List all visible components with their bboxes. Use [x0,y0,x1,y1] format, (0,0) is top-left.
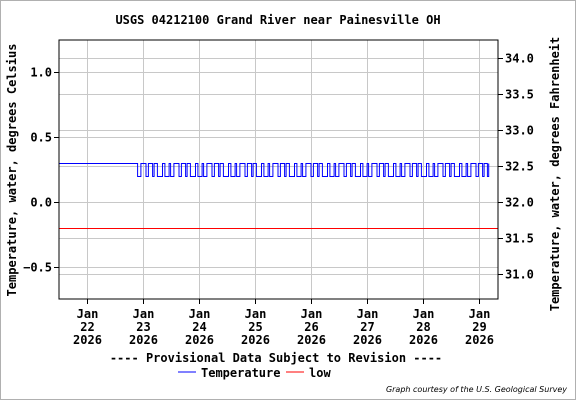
y-tick-label: 0.5 [30,131,52,145]
x-tick-label: Jan [469,307,491,321]
y2-tick-label: 34.0 [505,52,534,66]
x-tick-label: 22 [80,320,94,334]
y-tick-label: 0.0 [30,196,52,210]
x-tick-label: Jan [301,307,323,321]
x-axis: Jan222026Jan232026Jan242026Jan252026Jan2… [73,299,494,347]
provisional-notice: ---- Provisional Data Subject to Revisio… [110,351,442,365]
y-tick-label: 1.0 [30,66,52,80]
y-axis-right: 34.0 33.5 33.0 32.5 32.0 31.5 31.0 [498,52,534,282]
y-axis-label: Temperature, water, degrees Celsius [5,44,19,297]
x-tick-label: 2026 [185,333,214,347]
x-tick-label: 2026 [409,333,438,347]
legend: Temperature low [178,366,331,380]
x-tick-label: Jan [133,307,155,321]
y-axis-left: 1.0 0.5 0.0 −0.5 [23,66,59,275]
x-tick-label: Jan [245,307,267,321]
x-tick-label: 2026 [297,333,326,347]
grid-lines [59,40,498,299]
y2-tick-label: 31.0 [505,268,534,282]
x-tick-label: 2026 [129,333,158,347]
legend-label-temperature: Temperature [201,366,280,380]
y-tick-label: −0.5 [23,261,52,275]
x-tick-label: 29 [472,320,486,334]
plot-area-border [58,39,499,300]
x-tick-label: 23 [136,320,150,334]
x-tick-label: 27 [360,320,374,334]
series-line-temperature [59,163,490,177]
y2-tick-label: 32.0 [505,196,534,210]
credit-line: Graph courtesy of the U.S. Geological Su… [386,385,567,394]
x-tick-label: Jan [189,307,211,321]
series-lines [59,163,498,229]
y2-tick-label: 33.5 [505,88,534,102]
y2-axis-label: Temperature, water, degrees Fahrenheit [548,37,562,312]
x-tick-label: 25 [248,320,262,334]
x-tick-label: 2026 [73,333,102,347]
y2-tick-label: 32.5 [505,160,534,174]
y2-tick-label: 33.0 [505,124,534,138]
x-tick-label: 26 [304,320,318,334]
x-tick-label: 28 [416,320,430,334]
x-tick-label: Jan [77,307,99,321]
x-tick-label: Jan [413,307,435,321]
x-tick-label: 2026 [353,333,382,347]
x-tick-label: 24 [192,320,206,334]
y2-tick-label: 31.5 [505,232,534,246]
legend-label-low: low [309,366,331,380]
chart-title: USGS 04212100 Grand River near Painesvil… [115,13,440,27]
x-tick-label: Jan [357,307,379,321]
x-tick-label: 2026 [241,333,270,347]
x-tick-label: 2026 [465,333,494,347]
